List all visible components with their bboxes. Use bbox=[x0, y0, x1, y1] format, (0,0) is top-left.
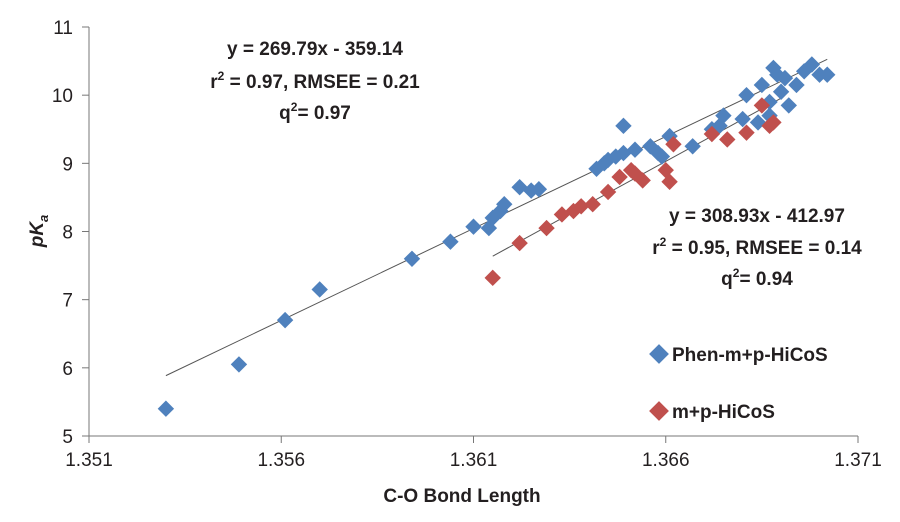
data-point bbox=[795, 63, 813, 80]
fit1-stats: r2 = 0.97, RMSEE = 0.21 bbox=[210, 69, 420, 93]
series-m-p-hicos bbox=[484, 97, 782, 287]
data-point bbox=[711, 117, 728, 135]
data-point bbox=[588, 160, 605, 177]
data-point bbox=[442, 233, 459, 250]
x-axis-ticks: 1.351 1.356 1.361 1.366 1.371 bbox=[65, 436, 882, 471]
data-point bbox=[584, 196, 601, 213]
data-point bbox=[803, 56, 821, 73]
data-point bbox=[538, 219, 555, 237]
fit1-equation: y = 269.79x - 359.14 bbox=[227, 39, 403, 60]
data-point bbox=[753, 97, 771, 114]
data-point bbox=[530, 181, 548, 198]
data-point bbox=[276, 311, 294, 329]
legend-label-mp: m+p-HiCoS bbox=[672, 402, 775, 423]
y-axis-ticks: 5 6 7 8 9 10 11 bbox=[52, 18, 89, 448]
data-point bbox=[765, 59, 782, 77]
data-point bbox=[157, 400, 175, 417]
legend-marker-phen bbox=[649, 344, 669, 364]
data-point bbox=[634, 172, 651, 189]
data-point bbox=[626, 141, 644, 158]
data-point bbox=[599, 151, 617, 169]
fit-annotation-2: y = 308.93x - 412.97 r2 = 0.95, RMSEE = … bbox=[652, 206, 862, 290]
data-point bbox=[496, 196, 513, 213]
data-point bbox=[484, 269, 501, 287]
data-point bbox=[661, 127, 678, 145]
x-tick-label: 1.366 bbox=[642, 450, 690, 471]
legend-item-phen: Phen-m+p-HiCoS bbox=[649, 344, 828, 366]
y-axis-title-sub: a bbox=[36, 215, 51, 222]
data-points bbox=[157, 56, 836, 417]
data-point bbox=[703, 125, 721, 143]
data-point bbox=[753, 76, 771, 94]
data-point bbox=[780, 97, 797, 114]
data-point bbox=[684, 138, 701, 155]
data-point bbox=[734, 110, 751, 128]
y-tick-label: 6 bbox=[62, 359, 73, 380]
data-point bbox=[611, 168, 628, 186]
fit2-stats: r2 = 0.95, RMSEE = 0.14 bbox=[652, 235, 862, 259]
data-point bbox=[615, 117, 632, 135]
x-axis-title: C-O Bond Length bbox=[383, 486, 540, 507]
y-axis-title: pKa bbox=[27, 215, 51, 249]
data-point bbox=[772, 83, 790, 100]
data-point bbox=[615, 144, 632, 162]
fit-annotation-1: y = 269.79x - 359.14 r2 = 0.97, RMSEE = … bbox=[210, 39, 420, 124]
data-point bbox=[511, 234, 528, 252]
y-tick-label: 10 bbox=[52, 86, 73, 107]
data-point bbox=[565, 202, 582, 220]
data-point bbox=[738, 124, 755, 141]
x-tick-label: 1.371 bbox=[834, 450, 882, 471]
data-point bbox=[715, 107, 732, 124]
data-point bbox=[311, 281, 328, 298]
x-tick-label: 1.361 bbox=[450, 450, 498, 471]
legend-label-phen: Phen-m+p-HiCoS bbox=[672, 345, 828, 366]
legend: Phen-m+p-HiCoS m+p-HiCoS bbox=[649, 344, 828, 423]
y-tick-label: 8 bbox=[62, 223, 73, 244]
x-tick-label: 1.356 bbox=[257, 450, 305, 471]
data-point bbox=[761, 107, 778, 124]
legend-marker-mp bbox=[649, 401, 669, 421]
data-point bbox=[765, 114, 782, 131]
data-point bbox=[776, 69, 794, 87]
data-point bbox=[665, 136, 682, 153]
data-point bbox=[738, 86, 755, 104]
data-point bbox=[599, 183, 617, 201]
y-tick-label: 11 bbox=[53, 18, 73, 39]
data-point bbox=[522, 182, 540, 199]
data-point bbox=[761, 93, 778, 111]
data-point bbox=[465, 218, 482, 235]
fit2-q2: q2= 0.94 bbox=[721, 266, 793, 290]
x-tick-label: 1.351 bbox=[65, 450, 113, 471]
y-tick-label: 7 bbox=[62, 291, 73, 312]
data-point bbox=[661, 173, 678, 190]
y-tick-label: 5 bbox=[62, 427, 73, 448]
data-point bbox=[230, 356, 248, 373]
data-point bbox=[403, 250, 421, 267]
data-point bbox=[788, 76, 805, 94]
data-point bbox=[553, 206, 571, 223]
data-point bbox=[719, 131, 736, 148]
data-point bbox=[819, 66, 836, 83]
legend-item-mp: m+p-HiCoS bbox=[649, 401, 775, 423]
data-point bbox=[653, 148, 671, 165]
fit2-equation: y = 308.93x - 412.97 bbox=[669, 206, 845, 227]
fit1-q2: q2= 0.97 bbox=[279, 100, 351, 124]
y-axis-title-main: pK bbox=[27, 221, 48, 249]
data-point bbox=[572, 198, 590, 215]
y-tick-label: 9 bbox=[62, 154, 73, 175]
